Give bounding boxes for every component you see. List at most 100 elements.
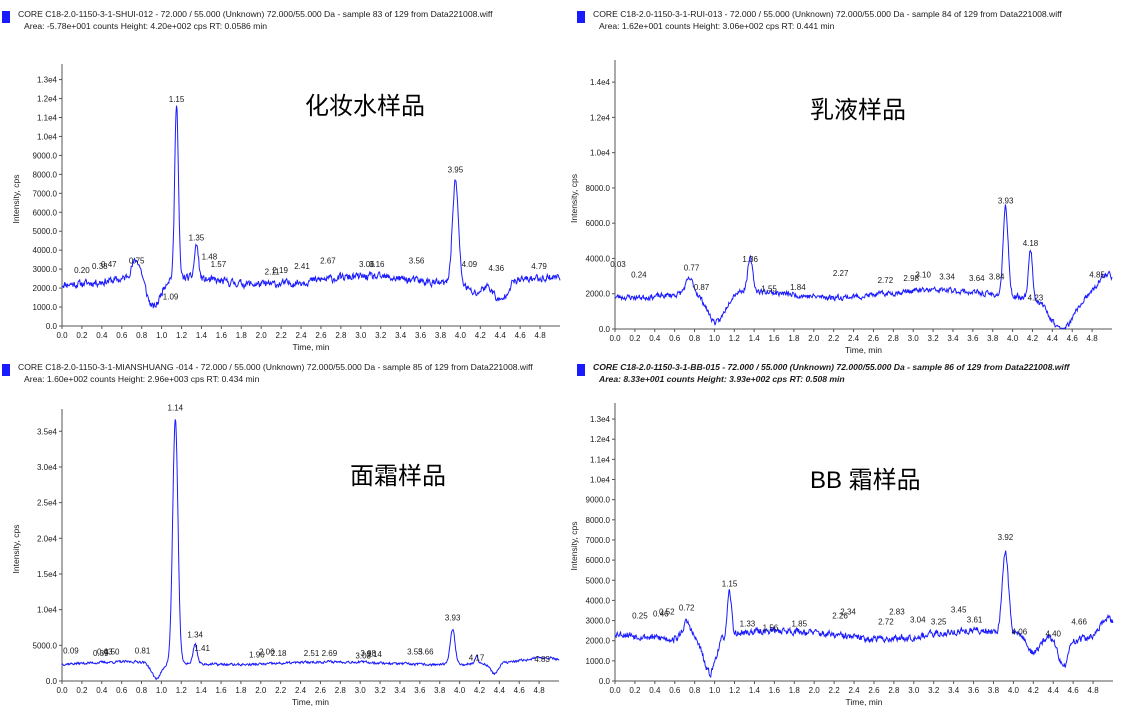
x-tick-label: 3.8	[987, 334, 999, 343]
y-tick-label: 0.0	[599, 325, 611, 334]
peak-rt-label: 0.24	[631, 271, 647, 280]
y-tick-label: 5000.0	[33, 227, 58, 236]
x-tick-label: 4.0	[1007, 334, 1019, 343]
peak-rt-label: 3.61	[967, 616, 983, 625]
peak-rt-label: 2.11	[265, 268, 281, 277]
x-tick-label: 1.6	[769, 686, 781, 695]
trace-color-marker-icon	[577, 11, 585, 23]
peak-rt-label: 2.41	[294, 262, 310, 271]
x-tick-label: 0.6	[669, 686, 681, 695]
peak-rt-label: 3.16	[369, 260, 385, 269]
peak-rt-label: 0.77	[684, 264, 700, 273]
header-stats: Area: 1.60e+002 counts Height: 2.96e+003…	[24, 374, 260, 384]
y-tick-label: 0.0	[46, 322, 58, 331]
y-tick-label: 5000.0	[586, 576, 611, 585]
x-tick-label: 4.8	[534, 686, 546, 695]
peak-rt-label: 3.93	[445, 613, 461, 622]
peak-rt-label: 2.72	[878, 618, 894, 627]
header-title: CORE C18-2.0-1150-3-1-BB-015 - 72.000 / …	[593, 362, 1070, 372]
x-tick-label: 3.6	[414, 686, 426, 695]
x-tick-label: 1.2	[176, 686, 188, 695]
x-tick-label: 2.2	[828, 334, 840, 343]
x-tick-label: 4.2	[475, 331, 487, 340]
peak-rt-label: 4.23	[1028, 294, 1044, 303]
x-tick-label: 4.6	[1067, 334, 1079, 343]
x-tick-label: 0.6	[116, 331, 128, 340]
chromatogram-header: CORE C18-2.0-1150-3-1-BB-015 - 72.000 / …	[575, 361, 1135, 397]
trace-color-marker-icon	[577, 364, 585, 376]
peak-rt-label: 0.47	[101, 260, 117, 269]
x-tick-label: 4.8	[1088, 686, 1100, 695]
peak-rt-label: 4.09	[462, 260, 478, 269]
x-tick-label: 0.6	[669, 334, 681, 343]
peak-rt-label: 3.03	[355, 651, 371, 660]
peak-rt-label: 3.64	[969, 274, 985, 283]
x-tick-label: 2.4	[848, 686, 860, 695]
y-tick-label: 1.1e4	[590, 455, 611, 464]
peak-rt-label: 1.33	[740, 620, 756, 629]
y-tick-label: 3000.0	[586, 617, 611, 626]
x-tick-label: 1.4	[749, 686, 761, 695]
sample-name-label: 化妆水样品	[305, 93, 425, 120]
peak-rt-label: 0.50	[104, 648, 120, 657]
x-tick-label: 0.8	[689, 334, 701, 343]
sample-name-label: 乳液样品	[810, 97, 906, 124]
x-tick-label: 1.2	[176, 331, 188, 340]
y-tick-label: 2.0e4	[37, 534, 58, 543]
y-tick-label: 9000.0	[33, 151, 58, 160]
y-tick-label: 5000.0	[33, 641, 58, 650]
peak-rt-label: 1.96	[249, 651, 265, 660]
x-tick-label: 4.0	[454, 686, 466, 695]
x-tick-label: 0.6	[116, 686, 128, 695]
header-stats: Area: 1.62e+001 counts Height: 3.06e+002…	[599, 21, 835, 31]
x-tick-label: 0.2	[629, 686, 641, 695]
peak-rt-label: 2.06	[259, 648, 275, 657]
y-tick-label: 1.5e4	[37, 570, 58, 579]
peak-rt-label: 3.93	[998, 197, 1014, 206]
x-tick-label: 4.4	[494, 686, 506, 695]
x-tick-label: 3.0	[355, 331, 367, 340]
header-title: CORE C18-2.0-1150-3-1-RUI-013 - 72.000 /…	[593, 9, 1062, 19]
x-tick-label: 3.6	[967, 334, 979, 343]
peak-rt-label: 2.69	[322, 649, 338, 658]
chromatogram-header: CORE C18-2.0-1150-3-1-SHUI-012 - 72.000 …	[0, 8, 560, 44]
y-axis-label: Intensity, cps	[11, 175, 21, 224]
x-tick-label: 3.2	[928, 334, 940, 343]
header-title: CORE C18-2.0-1150-3-1-MIANSHUANG -014 - …	[18, 362, 533, 372]
x-tick-label: 0.4	[649, 334, 661, 343]
y-tick-label: 1.0e4	[37, 132, 58, 141]
x-tick-label: 2.6	[868, 334, 880, 343]
peak-rt-label: 1.55	[761, 285, 777, 294]
peak-rt-label: 1.15	[722, 579, 738, 588]
peak-rt-label: 1.36	[742, 255, 758, 264]
peak-rt-label: 3.84	[989, 272, 1005, 281]
peak-rt-label: 4.83	[534, 655, 550, 664]
y-tick-label: 1000.0	[33, 303, 58, 312]
x-tick-label: 3.0	[908, 334, 920, 343]
x-tick-label: 4.2	[1027, 334, 1039, 343]
chromatogram-plot: 0.0 0.2 0.4 0.6 0.8 1.0 1.2 1.4 1.6 1.8 2.0 2.2 2.4 2…	[569, 60, 1113, 355]
y-axis-label: Intensity, cps	[11, 525, 21, 574]
x-axis-label: Time, min	[292, 697, 329, 707]
x-tick-label: 4.4	[1047, 334, 1059, 343]
peak-rt-label: 1.35	[189, 234, 205, 243]
x-tick-label: 3.8	[434, 686, 446, 695]
x-tick-label: 2.0	[808, 334, 820, 343]
peak-rt-label: 4.18	[1023, 239, 1039, 248]
peak-rt-label: 2.98	[903, 274, 919, 283]
x-tick-label: 4.0	[1008, 686, 1020, 695]
peak-rt-label: 2.51	[304, 649, 320, 658]
y-tick-label: 6000.0	[33, 208, 58, 217]
x-tick-label: 3.8	[435, 331, 447, 340]
peak-rt-label: 2.26	[832, 612, 848, 621]
y-tick-label: 8000.0	[586, 516, 611, 525]
peak-rt-label: 2.18	[271, 649, 287, 658]
peak-rt-label: 3.25	[931, 618, 947, 627]
y-tick-label: 8000.0	[586, 184, 611, 193]
peak-rt-label: 3.56	[409, 256, 425, 265]
peak-rt-label: 2.34	[840, 608, 856, 617]
y-tick-label: 1.0e4	[590, 149, 611, 158]
peak-rt-label: 0.72	[679, 603, 695, 612]
x-tick-label: 4.8	[535, 331, 547, 340]
peak-rt-label: 3.14	[366, 650, 382, 659]
